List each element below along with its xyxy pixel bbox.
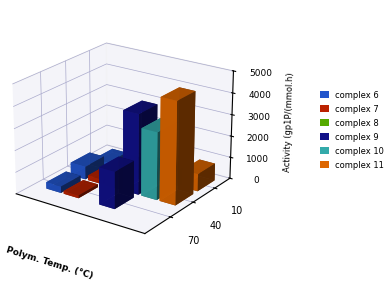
X-axis label: Polym. Temp. (°C): Polym. Temp. (°C) (5, 245, 94, 281)
Legend: complex 6, complex 7, complex 8, complex 9, complex 10, complex 11: complex 6, complex 7, complex 8, complex… (318, 88, 387, 172)
